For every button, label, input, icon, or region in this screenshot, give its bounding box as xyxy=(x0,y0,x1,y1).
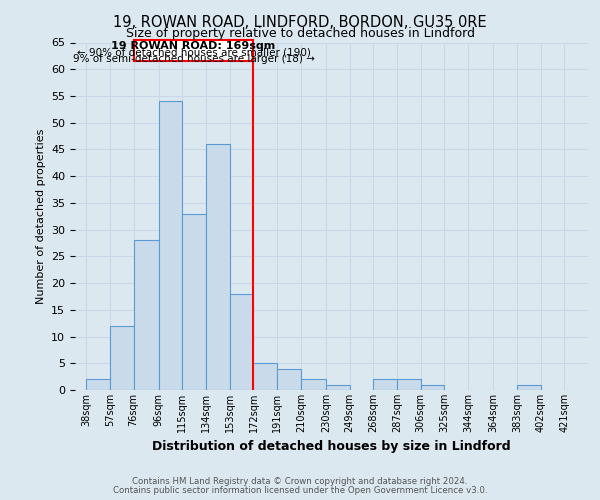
Text: Contains HM Land Registry data © Crown copyright and database right 2024.: Contains HM Land Registry data © Crown c… xyxy=(132,477,468,486)
Text: 9% of semi-detached houses are larger (18) →: 9% of semi-detached houses are larger (1… xyxy=(73,54,314,64)
Bar xyxy=(397,380,421,390)
Text: 19 ROWAN ROAD: 169sqm: 19 ROWAN ROAD: 169sqm xyxy=(112,42,276,51)
Bar xyxy=(86,380,110,390)
Bar xyxy=(134,40,253,61)
Bar xyxy=(134,240,158,390)
Bar xyxy=(230,294,253,390)
Bar xyxy=(326,384,350,390)
Bar xyxy=(373,380,397,390)
Text: Contains public sector information licensed under the Open Government Licence v3: Contains public sector information licen… xyxy=(113,486,487,495)
Text: ← 90% of detached houses are smaller (190): ← 90% of detached houses are smaller (19… xyxy=(77,48,311,58)
Bar xyxy=(301,380,326,390)
Bar xyxy=(277,368,301,390)
Bar xyxy=(253,364,277,390)
Text: Size of property relative to detached houses in Lindford: Size of property relative to detached ho… xyxy=(125,28,475,40)
X-axis label: Distribution of detached houses by size in Lindford: Distribution of detached houses by size … xyxy=(152,440,511,454)
Bar xyxy=(110,326,134,390)
Bar xyxy=(517,384,541,390)
Bar xyxy=(158,102,182,390)
Bar xyxy=(421,384,445,390)
Bar xyxy=(206,144,230,390)
Text: 19, ROWAN ROAD, LINDFORD, BORDON, GU35 0RE: 19, ROWAN ROAD, LINDFORD, BORDON, GU35 0… xyxy=(113,15,487,30)
Bar xyxy=(182,214,206,390)
Y-axis label: Number of detached properties: Number of detached properties xyxy=(35,128,46,304)
